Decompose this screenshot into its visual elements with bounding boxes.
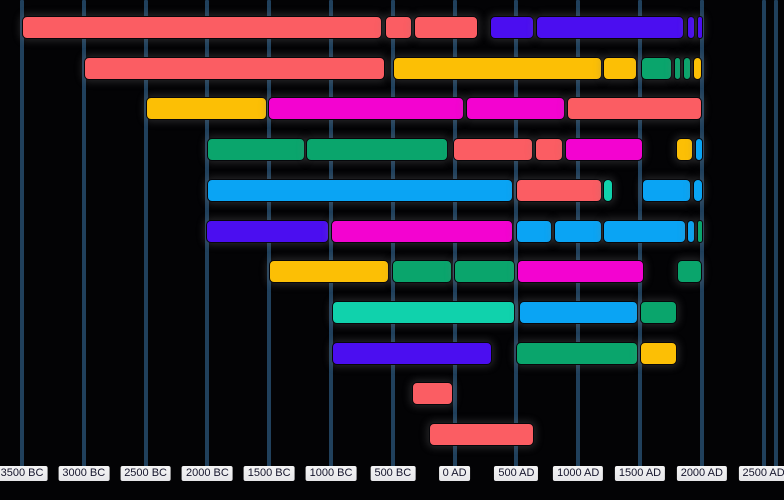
timeline-bar-segment[interactable] [565,138,644,162]
axis-tick-label: 1000 BC [305,466,357,481]
timeline-bar-segment[interactable] [602,219,686,243]
timeline-bar-segment[interactable] [686,16,695,39]
axis-tick-label: 3500 BC [0,466,48,481]
timeline-bar-segment[interactable] [515,219,553,243]
timeline-bar-segment[interactable] [267,97,464,121]
axis-tick-label: 0 AD [438,466,471,481]
timeline-bar-segment[interactable] [686,219,695,243]
timeline-bar-segment[interactable] [640,300,678,324]
gridline [143,0,148,468]
axis-tick-label: 3000 BC [58,466,110,481]
timeline-bar-segment[interactable] [693,178,704,202]
axis-tick-label: 500 BC [370,466,416,481]
timeline-bar-segment[interactable] [515,341,639,365]
timeline-bar-segment[interactable] [696,16,704,39]
timeline-bar-segment[interactable] [332,300,516,324]
timeline-bar-segment[interactable] [429,423,534,446]
timeline-bar-segment[interactable] [22,16,382,39]
timeline-bar-segment[interactable] [517,260,644,284]
timeline-bar-segment[interactable] [602,178,613,202]
timeline-bar-segment[interactable] [677,260,702,284]
timeline-bar-segment[interactable] [567,97,702,121]
gridline [20,0,24,468]
timeline-bar-segment[interactable] [331,219,513,243]
timeline-bar-segment[interactable] [673,56,681,80]
timeline-bar-segment[interactable] [641,178,691,202]
bottom-margin [0,482,784,500]
timeline-bar-segment[interactable] [536,16,685,39]
timeline-bar-segment[interactable] [602,56,637,80]
axis-tick-label: 2000 BC [181,466,233,481]
timeline-bar-segment[interactable] [306,138,448,162]
timeline-bar-segment[interactable] [465,97,566,121]
axis-tick-label: 2500 BC [120,466,171,481]
chart-right-boundary-line [774,0,778,468]
timeline-bar-segment[interactable] [695,138,704,162]
timeline-bar-segment[interactable] [207,138,306,162]
axis-tick-label: 1500 AD [614,466,666,481]
timeline-bar-segment[interactable] [385,16,412,39]
timeline-bar-segment[interactable] [413,16,479,39]
axis-tick-label: 2500 AD [738,466,784,481]
axis-tick-label: 1500 BC [243,466,295,481]
timeline-bar-segment[interactable] [453,260,516,284]
timeline-bar-segment[interactable] [452,138,534,162]
axis-tick-label: 1000 AD [553,466,604,481]
gridline [81,0,86,468]
timeline-bar-segment[interactable] [554,219,602,243]
timeline-bar-segment[interactable] [641,56,673,80]
timeline-bar-segment[interactable] [392,260,453,284]
timeline-bar-segment[interactable] [640,341,678,365]
timeline-bar-segment[interactable] [489,16,534,39]
timeline-bar-segment[interactable] [207,178,513,202]
axis-tick-label: 500 AD [494,466,539,481]
gridline [761,0,766,468]
timeline-bar-segment[interactable] [683,56,691,80]
timeline-bar-segment[interactable] [518,300,639,324]
timeline-bar-segment[interactable] [332,341,492,365]
timeline-bar-segment[interactable] [269,260,390,284]
timeline-bar-segment[interactable] [675,138,694,162]
timeline-bar-segment[interactable] [693,56,702,80]
timeline-bar-segment[interactable] [145,97,267,121]
axis-tick-label: 2000 AD [676,466,727,481]
timeline-bar-segment[interactable] [411,382,453,406]
timeline-bar-segment[interactable] [392,56,602,80]
timeline-bar-segment[interactable] [206,219,330,243]
timeline-bar-segment[interactable] [696,219,704,243]
timeline-bar-segment[interactable] [534,138,563,162]
timeline-bar-segment[interactable] [83,56,385,80]
timeline-bar-segment[interactable] [515,178,602,202]
